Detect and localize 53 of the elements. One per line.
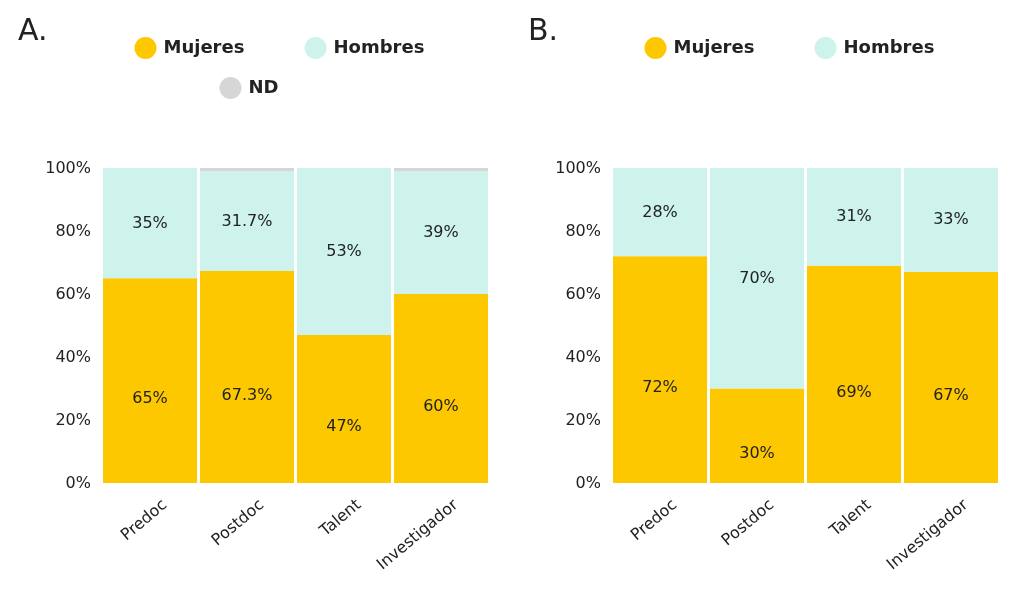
y-tick-label: 100%: [555, 157, 601, 177]
y-tick-label: 20%: [565, 409, 601, 429]
bar: [903, 168, 998, 272]
data-label: 33%: [933, 209, 969, 229]
y-tick-label: 40%: [565, 346, 601, 366]
data-label: 69%: [836, 381, 872, 401]
legend-label: Mujeres: [673, 36, 755, 57]
bar: [199, 171, 295, 272]
y-tick-label: 100%: [45, 157, 91, 177]
y-tick-label: 60%: [55, 283, 91, 303]
data-label: 67%: [933, 384, 969, 404]
bar: [709, 168, 805, 389]
y-tick-label: 20%: [55, 409, 91, 429]
data-label: 35%: [132, 212, 168, 232]
data-label: 60%: [423, 396, 459, 415]
data-label: 65%: [132, 388, 168, 408]
bar: [613, 168, 708, 257]
data-label: 53%: [326, 240, 362, 260]
bar: [393, 294, 488, 483]
bar: [806, 265, 902, 483]
data-label: 30%: [739, 443, 775, 463]
data-label: 31.7%: [221, 210, 273, 230]
y-tick-label: 0%: [65, 472, 91, 492]
chart-title: A.: [18, 12, 48, 47]
y-tick-label: 0%: [575, 472, 601, 492]
bar: [199, 168, 295, 172]
chart-title: B.: [528, 12, 559, 47]
y-tick-label: 80%: [565, 220, 601, 240]
legend-label: Mujeres: [163, 36, 245, 57]
bar: [709, 388, 805, 483]
data-label: 28%: [642, 201, 678, 221]
bar: [103, 168, 198, 279]
data-label: 39%: [423, 222, 459, 242]
bar: [393, 168, 488, 172]
bar: [613, 256, 708, 483]
bar: [903, 271, 998, 483]
bar: [199, 271, 295, 483]
legend-label: ND: [248, 76, 279, 97]
bar: [103, 278, 198, 483]
bar: [393, 171, 488, 294]
bar: [296, 334, 392, 483]
y-tick-label: 40%: [55, 346, 91, 366]
data-label: 47%: [326, 416, 362, 436]
data-label: 72%: [642, 377, 678, 397]
y-tick-label: 60%: [565, 283, 601, 303]
data-label: 67.3%: [221, 384, 273, 404]
legend-label: Hombres: [843, 36, 935, 57]
data-label: 31%: [836, 206, 872, 226]
bar: [296, 168, 392, 335]
y-tick-label: 80%: [55, 220, 91, 240]
legend-label: Hombres: [333, 36, 425, 57]
bar: [806, 168, 902, 266]
data-label: 70%: [739, 267, 775, 287]
